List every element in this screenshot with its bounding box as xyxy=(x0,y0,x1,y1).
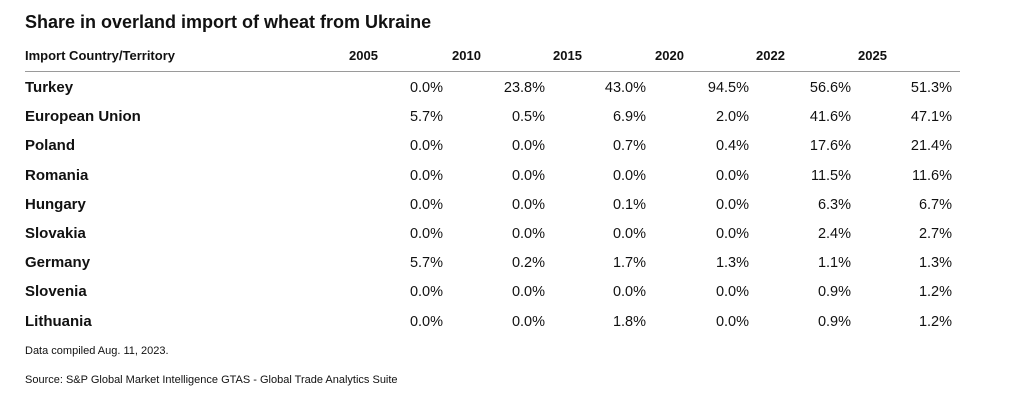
value-cell: 0.0% xyxy=(715,284,749,301)
value-cell: 0.9% xyxy=(817,284,851,301)
country-label: Lithuania xyxy=(25,312,92,330)
value-cell: 51.3% xyxy=(910,80,952,96)
value-cell: 0.0% xyxy=(409,225,443,242)
value-cell: 5.7% xyxy=(409,109,443,126)
source-note: Source: S&P Global Market Intelligence G… xyxy=(25,374,398,386)
value-cell: 6.7% xyxy=(918,196,952,213)
value-cell: 17.6% xyxy=(809,138,851,155)
value-cell: 1.1% xyxy=(817,255,851,272)
value-cell: 1.3% xyxy=(918,255,952,272)
value-cell: 0.1% xyxy=(612,196,646,213)
table-row: Slovakia 0.0% 0.0% 0.0% 0.0% 2.4% 2.7% xyxy=(25,220,960,249)
table-row: European Union 5.7% 0.5% 6.9% 2.0% 41.6% 47.1% xyxy=(25,103,960,132)
value-cell: 6.3% xyxy=(817,196,851,213)
value-cell: 0.0% xyxy=(511,167,545,184)
column-header-year: 2022 xyxy=(756,48,785,63)
value-cell: 21.4% xyxy=(910,138,952,155)
value-cell: 0.5% xyxy=(511,109,545,126)
value-cell: 11.6% xyxy=(911,167,952,184)
value-cell: 0.0% xyxy=(409,196,443,213)
country-label: Slovakia xyxy=(25,224,86,242)
value-cell: 0.9% xyxy=(817,313,851,330)
value-cell: 6.9% xyxy=(612,109,646,126)
value-cell: 0.0% xyxy=(715,167,749,184)
table-row: Poland 0.0% 0.0% 0.7% 0.4% 17.6% 21.4% xyxy=(25,132,960,161)
value-cell: 5.7% xyxy=(409,255,443,272)
column-header-year: 2015 xyxy=(553,48,582,63)
value-cell: 0.0% xyxy=(715,196,749,213)
table-row: Romania 0.0% 0.0% 0.0% 0.0% 11.5% 11.6% xyxy=(25,162,960,191)
value-cell: 94.5% xyxy=(707,80,749,96)
country-label: Germany xyxy=(25,254,91,272)
value-cell: 47.1% xyxy=(910,109,952,126)
table-header-row: Import Country/Territory 2005 2010 2015 … xyxy=(25,45,960,69)
column-header-country: Import Country/Territory xyxy=(25,48,175,63)
value-cell: 41.6% xyxy=(809,109,851,126)
value-cell: 0.0% xyxy=(612,167,646,184)
country-label: Romania xyxy=(25,166,89,184)
value-cell: 1.2% xyxy=(918,313,952,330)
value-cell: 0.0% xyxy=(409,138,443,155)
value-cell: 23.8% xyxy=(503,80,545,96)
value-cell: 0.0% xyxy=(511,284,545,301)
value-cell: 1.7% xyxy=(612,255,646,272)
country-label: Turkey xyxy=(25,79,74,96)
value-cell: 0.4% xyxy=(715,138,749,155)
value-cell: 0.2% xyxy=(511,255,545,272)
country-label: Slovenia xyxy=(25,283,87,301)
table-row: Turkey 0.0% 23.8% 43.0% 94.5% 56.6% 51.3% xyxy=(25,74,960,103)
value-cell: 0.0% xyxy=(409,80,443,96)
column-header-year: 2020 xyxy=(655,48,684,63)
column-header-year: 2010 xyxy=(452,48,481,63)
column-header-year: 2005 xyxy=(349,48,378,63)
value-cell: 0.0% xyxy=(511,138,545,155)
table-row: Hungary 0.0% 0.0% 0.1% 0.0% 6.3% 6.7% xyxy=(25,191,960,220)
value-cell: 1.3% xyxy=(715,255,749,272)
value-cell: 0.0% xyxy=(511,313,545,330)
value-cell: 0.0% xyxy=(511,196,545,213)
value-cell: 0.0% xyxy=(409,167,443,184)
value-cell: 2.7% xyxy=(918,225,952,242)
value-cell: 0.0% xyxy=(612,284,646,301)
value-cell: 0.0% xyxy=(409,313,443,330)
value-cell: 0.7% xyxy=(612,138,646,155)
country-label: Hungary xyxy=(25,195,86,213)
header-divider xyxy=(25,71,960,72)
table-body: Turkey 0.0% 23.8% 43.0% 94.5% 56.6% 51.3% Europ… xyxy=(25,74,960,337)
value-cell: 0.0% xyxy=(715,225,749,242)
data-compiled-note: Data compiled Aug. 11, 2023. xyxy=(25,345,169,357)
country-label: European Union xyxy=(25,108,141,126)
value-cell: 0.0% xyxy=(715,313,749,330)
table-row: Slovenia 0.0% 0.0% 0.0% 0.0% 0.9% 1.2% xyxy=(25,278,960,307)
column-header-year: 2025 xyxy=(858,48,887,63)
table-row: Lithuania 0.0% 0.0% 1.8% 0.0% 0.9% 1.2% xyxy=(25,308,960,337)
value-cell: 56.6% xyxy=(809,80,851,96)
value-cell: 2.0% xyxy=(715,109,749,126)
value-cell: 0.0% xyxy=(612,225,646,242)
chart-title: Share in overland import of wheat from U… xyxy=(25,12,432,32)
value-cell: 43.0% xyxy=(604,80,646,96)
value-cell: 0.0% xyxy=(409,284,443,301)
value-cell: 0.0% xyxy=(511,225,545,242)
value-cell: 1.2% xyxy=(918,284,952,301)
table-row: Germany 5.7% 0.2% 1.7% 1.3% 1.1% 1.3% xyxy=(25,249,960,278)
value-cell: 2.4% xyxy=(817,225,851,242)
value-cell: 1.8% xyxy=(612,313,646,330)
country-label: Poland xyxy=(25,137,76,155)
value-cell: 11.5% xyxy=(810,167,851,184)
